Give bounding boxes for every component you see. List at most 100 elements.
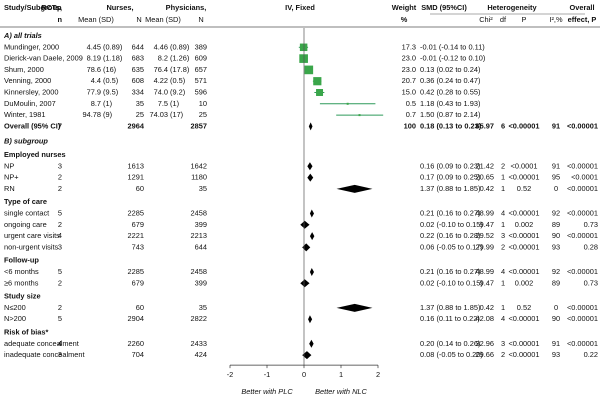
- row-label: Winter, 1981: [4, 110, 46, 119]
- cell-nurse-sd: (16): [103, 65, 116, 74]
- study-square: [299, 43, 308, 52]
- cell-p: <0.00001: [508, 231, 539, 240]
- cell-phys-n: 10: [199, 99, 207, 108]
- row-label: NP: [4, 161, 14, 170]
- cell-p: 0.52: [517, 184, 531, 193]
- row-label: Dierick-van Daele, 2009: [4, 54, 83, 63]
- row-label: NP+: [4, 173, 19, 182]
- cell-phys-mean: 4.46: [154, 42, 168, 51]
- cell-overall-p: <0.0001: [571, 173, 598, 182]
- cell-overall-p: <0.00001: [567, 303, 598, 312]
- cell-nurse-n: 2964: [128, 121, 145, 130]
- row-label: Employed nurses: [4, 150, 66, 159]
- cell-i2: 93: [552, 350, 560, 359]
- cell-rcts: 3: [58, 350, 62, 359]
- row-label: Kinnersley, 2000: [4, 87, 59, 96]
- cell-nurse-n: 635: [132, 65, 144, 74]
- cell-p: <0.0001: [511, 161, 538, 170]
- cell-phys-n: 2857: [191, 121, 207, 130]
- cell-phys-sd: (17.8): [170, 65, 189, 74]
- cell-i2: 90: [552, 314, 560, 323]
- x-tick-label: -2: [227, 370, 234, 379]
- cell-rcts: 2: [58, 184, 62, 193]
- cell-i2: 95: [552, 173, 560, 182]
- cell-i2: 89: [552, 220, 560, 229]
- row-label: Study size: [4, 292, 41, 301]
- cell-phys-n: 1180: [191, 173, 207, 182]
- cell-nurse-n: 743: [132, 242, 144, 251]
- header: Physicians,: [166, 3, 207, 12]
- cell-chi2: 42.08: [476, 314, 495, 323]
- header: I²,%: [549, 15, 563, 24]
- row-label: inadequate concealment: [4, 350, 85, 359]
- cell-overall-p: <0.00001: [567, 339, 598, 348]
- cell-phys-mean: 4.22: [154, 76, 168, 85]
- x-right-label: Better with NLC: [315, 387, 367, 396]
- cell-p: 0.002: [515, 220, 534, 229]
- cell-effect-label: 0.17 (0.09 to 0.25): [420, 173, 480, 182]
- cell-chi2: 65.97: [476, 121, 495, 130]
- cell-effect-label: 1.37 (0.88 to 1.85): [420, 184, 480, 193]
- cell-i2: 91: [552, 339, 560, 348]
- cell-weight: 100: [404, 121, 416, 130]
- cell-phys-n: 424: [195, 350, 207, 359]
- cell-weight: 0.7: [406, 110, 416, 119]
- cell-overall-p: <0.00001: [567, 267, 598, 276]
- cell-nurse-n: 35: [136, 99, 144, 108]
- cell-weight: 15.0: [402, 87, 416, 96]
- cell-p: 0.52: [517, 303, 531, 312]
- cell-overall-p: <0.00001: [567, 184, 598, 193]
- cell-chi2: 32.96: [476, 339, 495, 348]
- cell-rcts: 2: [58, 303, 62, 312]
- cell-chi2: 48.99: [476, 208, 495, 217]
- header: Weight: [392, 3, 417, 12]
- cell-overall-p: 0.73: [584, 278, 598, 287]
- row-label: Follow-up: [4, 256, 39, 265]
- cell-p: <0.00001: [508, 350, 539, 359]
- header: Study/Subgroup: [4, 3, 62, 12]
- cell-phys-sd: (0.89): [170, 42, 189, 51]
- cell-p: <0.00001: [508, 314, 539, 323]
- cell-p: <0.00001: [508, 242, 539, 251]
- cell-rcts: 2: [58, 278, 62, 287]
- cell-rcts: 4: [58, 339, 62, 348]
- cell-nurse-sd: (0.89): [103, 42, 122, 51]
- cell-p: 0.002: [515, 278, 534, 287]
- diamond: [300, 220, 310, 229]
- diamond: [302, 351, 312, 360]
- cell-i2: 93: [552, 242, 560, 251]
- cell-df: 1: [501, 220, 505, 229]
- cell-phys-mean: 8.2: [158, 54, 168, 63]
- cell-effect-label: 0.20 (0.14 to 0.26): [420, 339, 480, 348]
- cell-rcts: 2: [58, 173, 62, 182]
- row-label: ongoing care: [4, 220, 47, 229]
- cell-nurse-n: 60: [136, 303, 144, 312]
- row-label: Venning, 2000: [4, 76, 51, 85]
- cell-chi2: 9.47: [480, 220, 494, 229]
- row-label: single contact: [4, 208, 49, 217]
- diamond: [309, 209, 314, 218]
- cell-nurse-n: 1291: [128, 173, 144, 182]
- cell-i2: 91: [552, 121, 560, 130]
- cell-effect-label: 0.16 (0.11 to 0.22): [420, 314, 480, 323]
- cell-effect-label: 0.02 (-0.10 to 0.15): [420, 278, 483, 287]
- cell-nurse-sd: (0.5): [103, 76, 118, 85]
- cell-phys-sd: (17): [170, 110, 183, 119]
- cell-df: 2: [501, 242, 505, 251]
- cell-nurse-n: 2221: [128, 231, 144, 240]
- cell-i2: 0: [554, 303, 558, 312]
- cell-nurse-mean: 4.45: [87, 42, 101, 51]
- cell-df: 1: [501, 278, 505, 287]
- cell-phys-n: 596: [195, 87, 207, 96]
- cell-phys-n: 25: [199, 110, 207, 119]
- cell-nurse-n: 2285: [128, 208, 144, 217]
- cell-phys-n: 571: [195, 76, 207, 85]
- cell-phys-mean: 74.0: [154, 87, 168, 96]
- cell-p: <0.00001: [508, 267, 539, 276]
- cell-effect-label: 0.21 (0.16 to 0.27): [420, 208, 480, 217]
- cell-rcts: 7: [58, 121, 62, 130]
- row-label: Mundinger, 2000: [4, 42, 59, 51]
- cell-chi2: 29.66: [476, 350, 495, 359]
- diamond: [307, 162, 313, 171]
- cell-phys-n: 399: [195, 278, 207, 287]
